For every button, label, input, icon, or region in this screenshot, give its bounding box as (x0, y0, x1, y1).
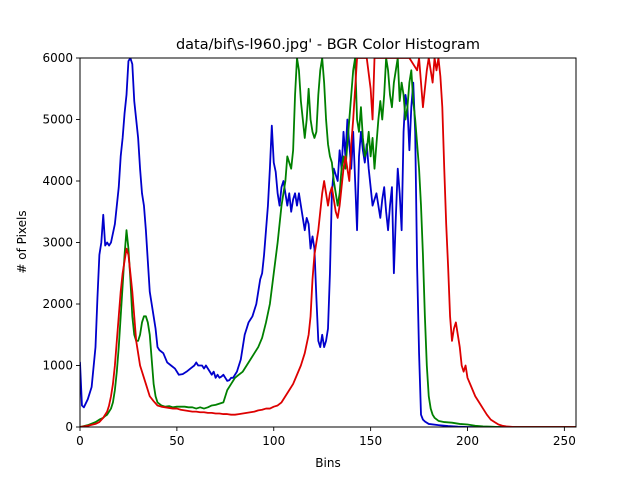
chart-title: data/bif\s-l960.jpg' - BGR Color Histogr… (176, 37, 480, 53)
x-tick-label: 50 (169, 434, 184, 448)
y-tick-label: 3000 (42, 236, 73, 250)
series-group (80, 58, 576, 427)
x-axis-ticks: 0 50 100 150 200 250 (76, 427, 576, 448)
x-tick-label: 200 (456, 434, 479, 448)
x-axis-label: Bins (315, 456, 340, 470)
y-tick-label: 2000 (42, 297, 73, 311)
x-tick-label: 0 (76, 434, 84, 448)
x-tick-label: 150 (359, 434, 382, 448)
y-tick-label: 0 (65, 420, 73, 434)
x-tick-label: 250 (553, 434, 576, 448)
y-tick-label: 1000 (42, 359, 73, 373)
series-line-green (80, 58, 576, 427)
y-tick-label: 6000 (42, 51, 73, 65)
x-tick-label: 100 (262, 434, 285, 448)
plot-frame (79, 57, 577, 428)
y-tick-label: 4000 (42, 174, 73, 188)
y-tick-label: 5000 (42, 113, 73, 127)
series-line-red (80, 58, 576, 427)
series-line-blue (80, 58, 576, 427)
y-axis-ticks: 0 1000 2000 3000 4000 5000 6000 (42, 51, 80, 434)
y-axis-label: # of Pixels (15, 210, 29, 273)
